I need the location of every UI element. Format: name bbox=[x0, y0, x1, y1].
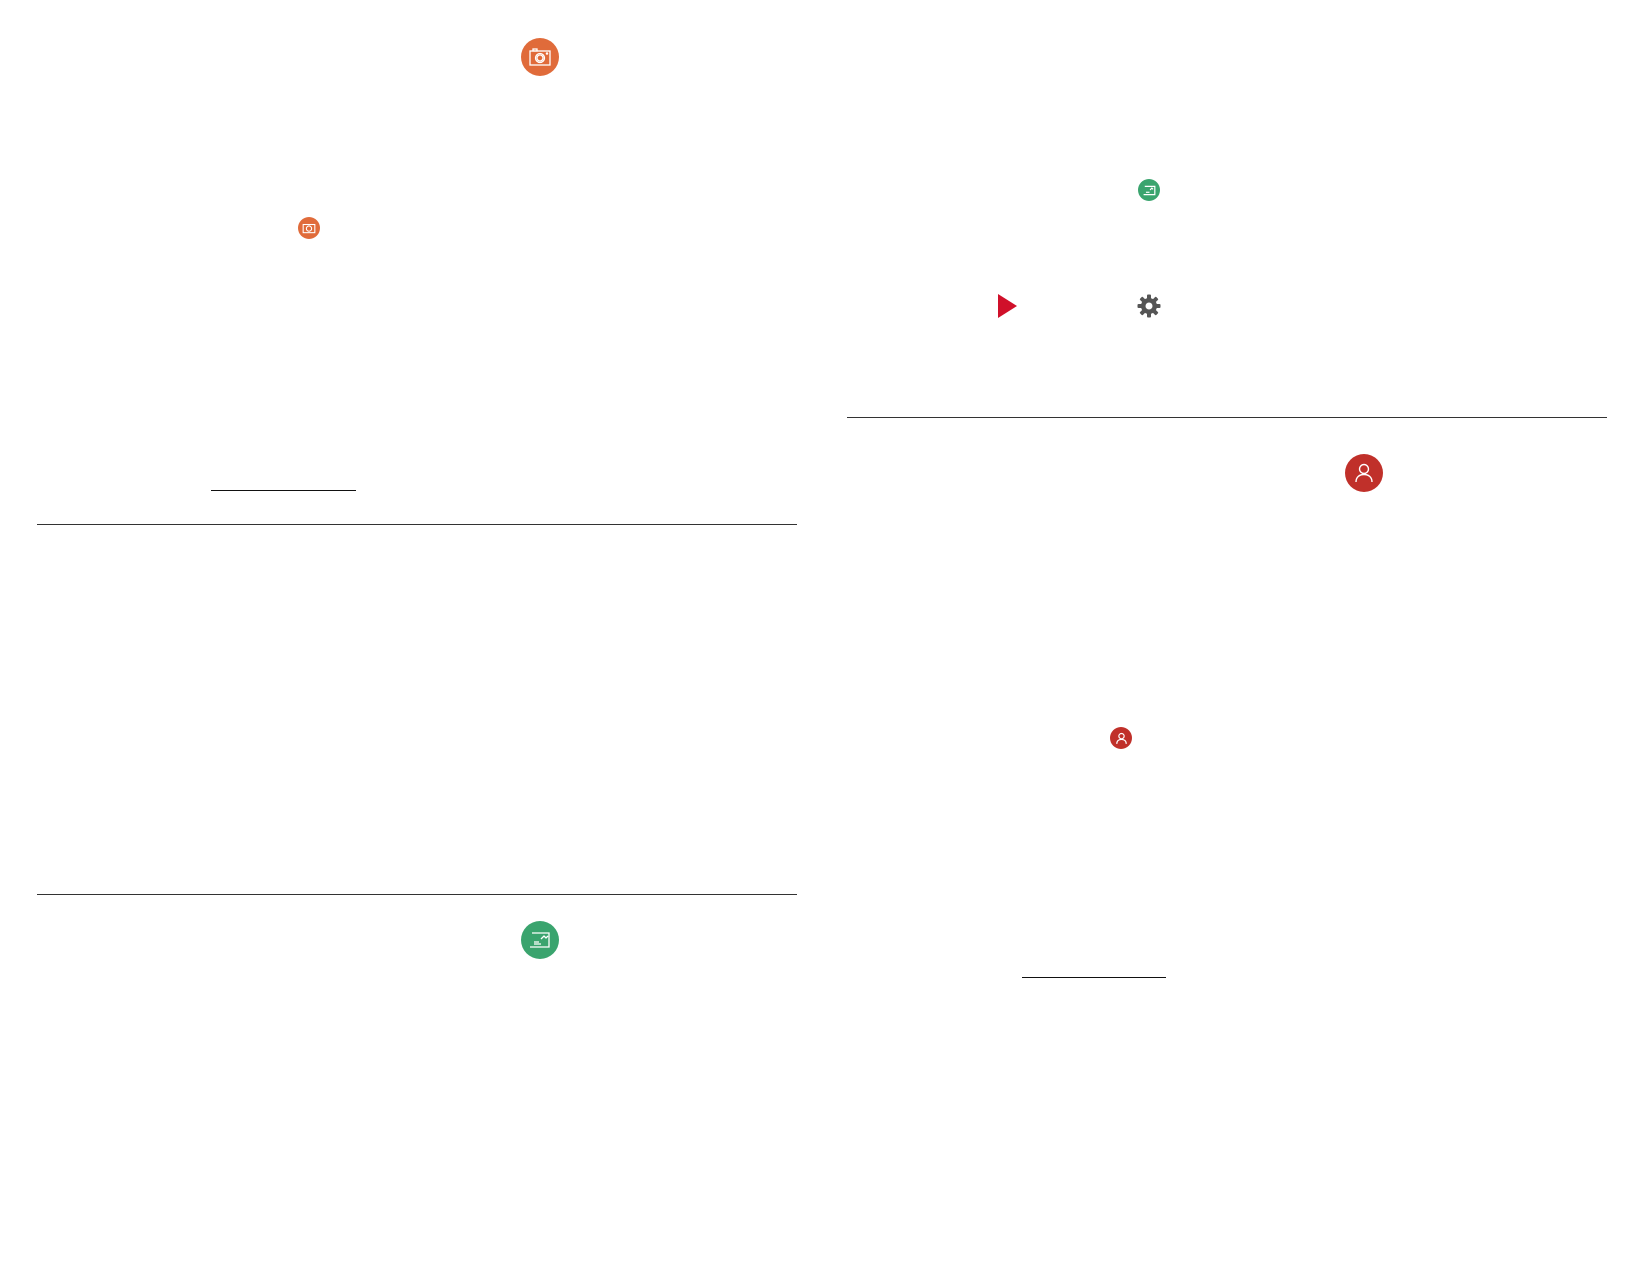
gear-icon[interactable] bbox=[1137, 294, 1161, 318]
presentation-chart-icon[interactable] bbox=[521, 921, 559, 959]
divider bbox=[37, 524, 797, 525]
underline-link[interactable] bbox=[1022, 977, 1166, 978]
person-icon[interactable] bbox=[1345, 454, 1383, 492]
person-icon-small[interactable] bbox=[1110, 727, 1132, 749]
underline-link[interactable] bbox=[211, 490, 356, 491]
divider bbox=[847, 417, 1607, 418]
presentation-chart-icon-small[interactable] bbox=[1138, 179, 1160, 201]
play-icon[interactable] bbox=[998, 294, 1017, 318]
camera-icon-small[interactable] bbox=[298, 217, 320, 239]
camera-icon[interactable] bbox=[521, 38, 559, 76]
divider bbox=[37, 894, 797, 895]
